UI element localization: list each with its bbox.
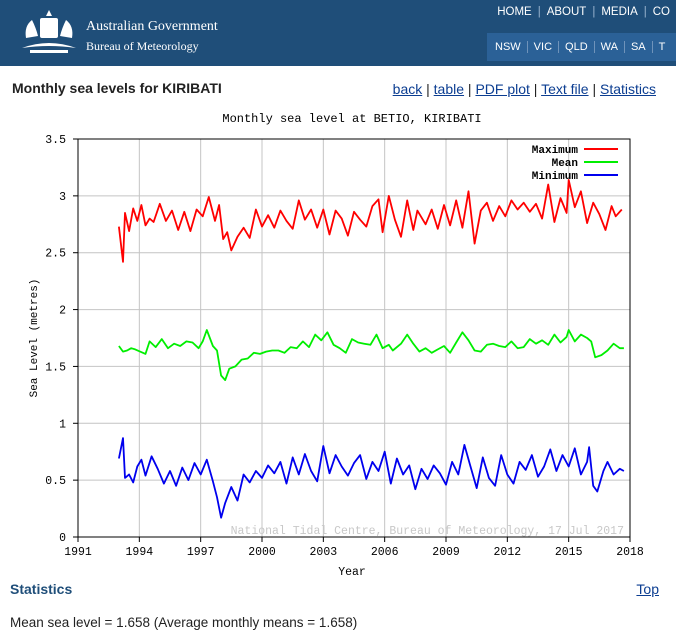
- x-tick-label: 1997: [187, 546, 215, 559]
- legend-label-mean: Mean: [552, 158, 578, 170]
- state-nsw[interactable]: NSW: [495, 41, 521, 53]
- x-tick-label: 2000: [248, 546, 276, 559]
- nav-separator: |: [643, 6, 647, 18]
- series-line-mean: [118, 329, 624, 381]
- y-tick-label: 2.5: [45, 248, 66, 261]
- x-tick-label: 1994: [126, 546, 154, 559]
- pdf-plot-link[interactable]: PDF plot: [475, 81, 530, 97]
- sea-level-chart: Monthly sea level at BETIO, KIRIBATI Nat…: [29, 112, 644, 579]
- series-lines: [118, 179, 625, 519]
- x-tick-label: 2012: [494, 546, 522, 559]
- site-header: Australian Government Bureau of Meteorol…: [0, 0, 676, 66]
- x-tick-label: 2018: [616, 546, 644, 559]
- x-tick-label: 2003: [310, 546, 338, 559]
- back-link[interactable]: back: [392, 81, 423, 97]
- legend-label-maximum: Maximum: [532, 145, 579, 157]
- y-tick-label: 1: [59, 418, 66, 431]
- y-tick-label: 3.5: [45, 134, 66, 147]
- state-vic[interactable]: VIC: [526, 41, 558, 53]
- agency-subname: Bureau of Meteorology: [86, 39, 199, 53]
- y-tick-label: 0: [59, 532, 66, 545]
- chart-watermark: National Tidal Centre, Bureau of Meteoro…: [231, 525, 624, 538]
- agency-name: Australian Government: [86, 19, 218, 34]
- legend-label-minimum: Minimum: [532, 171, 579, 183]
- coat-of-arms-icon[interactable]: [18, 8, 80, 56]
- state-sa[interactable]: SA: [623, 41, 652, 53]
- series-line-minimum: [118, 437, 625, 519]
- nav-home[interactable]: HOME: [497, 6, 532, 18]
- y-axis-label: Sea Level (metres): [29, 279, 41, 398]
- top-nav: HOME | ABOUT | MEDIA | CO: [491, 4, 676, 22]
- nav-separator: |: [537, 6, 541, 18]
- state-wa[interactable]: WA: [593, 41, 624, 53]
- state-qld[interactable]: QLD: [558, 41, 594, 53]
- y-tick-label: 0.5: [45, 475, 66, 488]
- x-tick-label: 1991: [64, 546, 92, 559]
- nav-contact[interactable]: CO: [652, 6, 670, 18]
- state-nav: NSW VIC QLD WA SA T: [487, 33, 676, 61]
- plot-frame: [77, 138, 631, 538]
- table-link[interactable]: table: [433, 81, 465, 97]
- text-file-link[interactable]: Text file: [541, 81, 589, 97]
- x-axis-ticks: 1991 1994 1997 2000 2003 2006 2009 2012 2015 2018: [64, 537, 644, 559]
- page-title: Monthly sea levels for KIRIBATI: [12, 80, 222, 96]
- chart-title: Monthly sea level at BETIO, KIRIBATI: [222, 112, 481, 126]
- nav-media[interactable]: MEDIA: [601, 6, 638, 18]
- statistics-link[interactable]: Statistics: [599, 81, 656, 97]
- plot-links: back | table | PDF plot | Text file | St…: [392, 81, 656, 97]
- x-tick-label: 2015: [555, 546, 583, 559]
- x-tick-label: 2006: [371, 546, 399, 559]
- y-axis-ticks: 0 0.5 1 1.5 2 2.5 3 3.5: [45, 134, 78, 545]
- state-tas[interactable]: T: [651, 41, 672, 53]
- y-tick-label: 3: [59, 191, 66, 204]
- statistics-heading: Statistics: [10, 581, 73, 597]
- x-tick-label: 2009: [432, 546, 460, 559]
- nav-about[interactable]: ABOUT: [546, 6, 587, 18]
- series-line-maximum: [118, 179, 623, 263]
- x-axis-label: Year: [338, 566, 366, 579]
- y-tick-label: 2: [59, 305, 66, 318]
- mean-sea-level-text: Mean sea level = 1.658 (Average monthly …: [10, 615, 358, 630]
- nav-separator: |: [592, 6, 596, 18]
- top-link[interactable]: Top: [636, 581, 659, 597]
- y-tick-label: 1.5: [45, 361, 66, 374]
